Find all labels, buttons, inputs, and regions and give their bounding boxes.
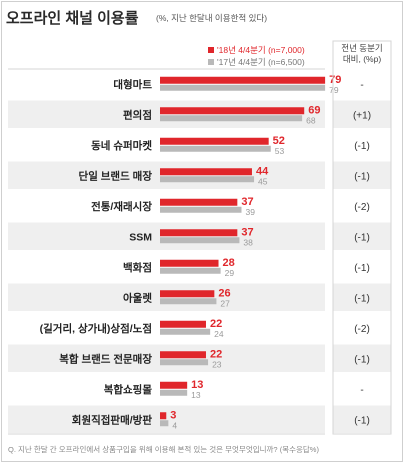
value-label-current: 44	[256, 165, 269, 177]
value-label-previous: 38	[243, 237, 253, 247]
bar-previous	[160, 237, 240, 244]
value-label-current: 3	[170, 409, 176, 421]
category-label: (길거리, 상가내)상점/노점	[40, 322, 152, 335]
bar-current	[160, 290, 215, 298]
bar-previous	[160, 267, 221, 274]
value-label-previous: 24	[214, 329, 224, 339]
value-label-current: 52	[273, 135, 285, 147]
value-label-previous: 13	[191, 390, 201, 400]
category-label: 복합 브랜드 전문매장	[59, 352, 152, 365]
value-label-current: 22	[210, 348, 222, 360]
bar-previous	[160, 206, 242, 213]
change-value: (-2)	[354, 202, 370, 213]
bar-current	[160, 229, 238, 237]
change-value: (-1)	[354, 263, 370, 274]
change-value: (+1)	[353, 110, 371, 121]
bar-previous	[160, 176, 255, 183]
category-label: 동네 슈퍼마켓	[91, 139, 152, 152]
survey-question-note: Q. 지난 한달 간 오프라인에서 상품구입을 위해 이용해 본적 있는 것은 …	[8, 445, 319, 454]
change-value: (-1)	[354, 141, 370, 152]
change-column-box	[332, 40, 392, 435]
category-label: 전통/재래시장	[91, 200, 152, 213]
change-value: (-1)	[354, 171, 370, 182]
category-label: 회원직접판매/방판	[72, 413, 153, 426]
category-label: SSM	[129, 231, 152, 243]
value-label-current: 79	[329, 74, 341, 86]
category-label: 백화점	[123, 261, 152, 274]
change-row-background	[333, 100, 391, 128]
value-label-current: 26	[218, 287, 230, 299]
category-label: 대형마트	[113, 78, 152, 91]
bar-previous	[160, 298, 217, 305]
value-label-previous: 53	[275, 146, 285, 156]
value-label-current: 22	[210, 318, 222, 330]
category-label: 아울렛	[123, 291, 152, 304]
legend-item-current: '18년 4/4분기 (n=7,000)	[208, 45, 305, 55]
bar-current	[160, 107, 305, 115]
bar-previous	[160, 84, 326, 91]
bar-current	[160, 320, 206, 328]
change-value: -	[360, 385, 363, 396]
bar-current	[160, 168, 252, 176]
value-label-previous: 79	[329, 85, 339, 95]
change-header-line-2: 대비, (%p)	[342, 54, 382, 64]
bar-previous	[160, 389, 188, 396]
change-row-background	[333, 344, 391, 372]
change-row-background	[333, 222, 391, 250]
value-label-previous: 39	[246, 207, 256, 217]
value-label-current: 28	[223, 257, 235, 269]
change-row-background	[333, 283, 391, 311]
legend-label-previous: '17년 4/4분기 (n=6,500)	[217, 57, 305, 67]
value-label-current: 37	[241, 226, 253, 238]
change-row-background	[333, 405, 391, 433]
bar-current	[160, 351, 206, 359]
change-column-header: 전년 동분기 대비, (%p)	[333, 43, 391, 65]
value-label-previous: 27	[220, 298, 230, 308]
change-value: (-1)	[354, 354, 370, 365]
value-label-current: 37	[241, 196, 253, 208]
change-header-line-1: 전년 동분기	[341, 43, 383, 53]
value-label-previous: 23	[212, 359, 222, 369]
value-label-previous: 4	[172, 420, 177, 430]
bar-previous	[160, 359, 209, 366]
legend-item-previous: '17년 4/4분기 (n=6,500)	[208, 57, 305, 67]
change-value: (-1)	[354, 415, 370, 426]
bar-previous	[160, 420, 169, 427]
legend-label-current: '18년 4/4분기 (n=7,000)	[217, 45, 305, 55]
value-label-current: 13	[191, 379, 203, 391]
change-value: (-1)	[354, 293, 370, 304]
bar-current	[160, 137, 269, 145]
chart-title: 오프라인 채널 이용률	[6, 10, 139, 27]
bar-previous	[160, 145, 271, 152]
bar-current	[160, 412, 167, 420]
legend-swatch-previous	[208, 59, 214, 65]
row-background	[8, 405, 325, 433]
category-label: 단일 브랜드 매장	[79, 169, 153, 182]
legend-swatch-current	[208, 47, 214, 53]
bar-previous	[160, 115, 303, 122]
category-label: 편의점	[123, 108, 152, 121]
bar-current	[160, 381, 188, 389]
bar-current	[160, 76, 326, 84]
change-value: (-2)	[354, 324, 370, 335]
change-value: -	[360, 80, 363, 91]
change-row-background	[333, 161, 391, 189]
bar-current	[160, 198, 238, 206]
value-label-previous: 45	[258, 176, 268, 186]
bar-current	[160, 259, 219, 267]
value-label-current: 69	[308, 104, 320, 116]
value-label-previous: 68	[306, 115, 316, 125]
bar-previous	[160, 328, 211, 335]
value-label-previous: 29	[225, 268, 235, 278]
change-value: (-1)	[354, 232, 370, 243]
chart-subtitle: (%, 지난 한달내 이용한적 있다)	[156, 13, 268, 23]
category-label: 복합쇼핑몰	[104, 383, 153, 396]
